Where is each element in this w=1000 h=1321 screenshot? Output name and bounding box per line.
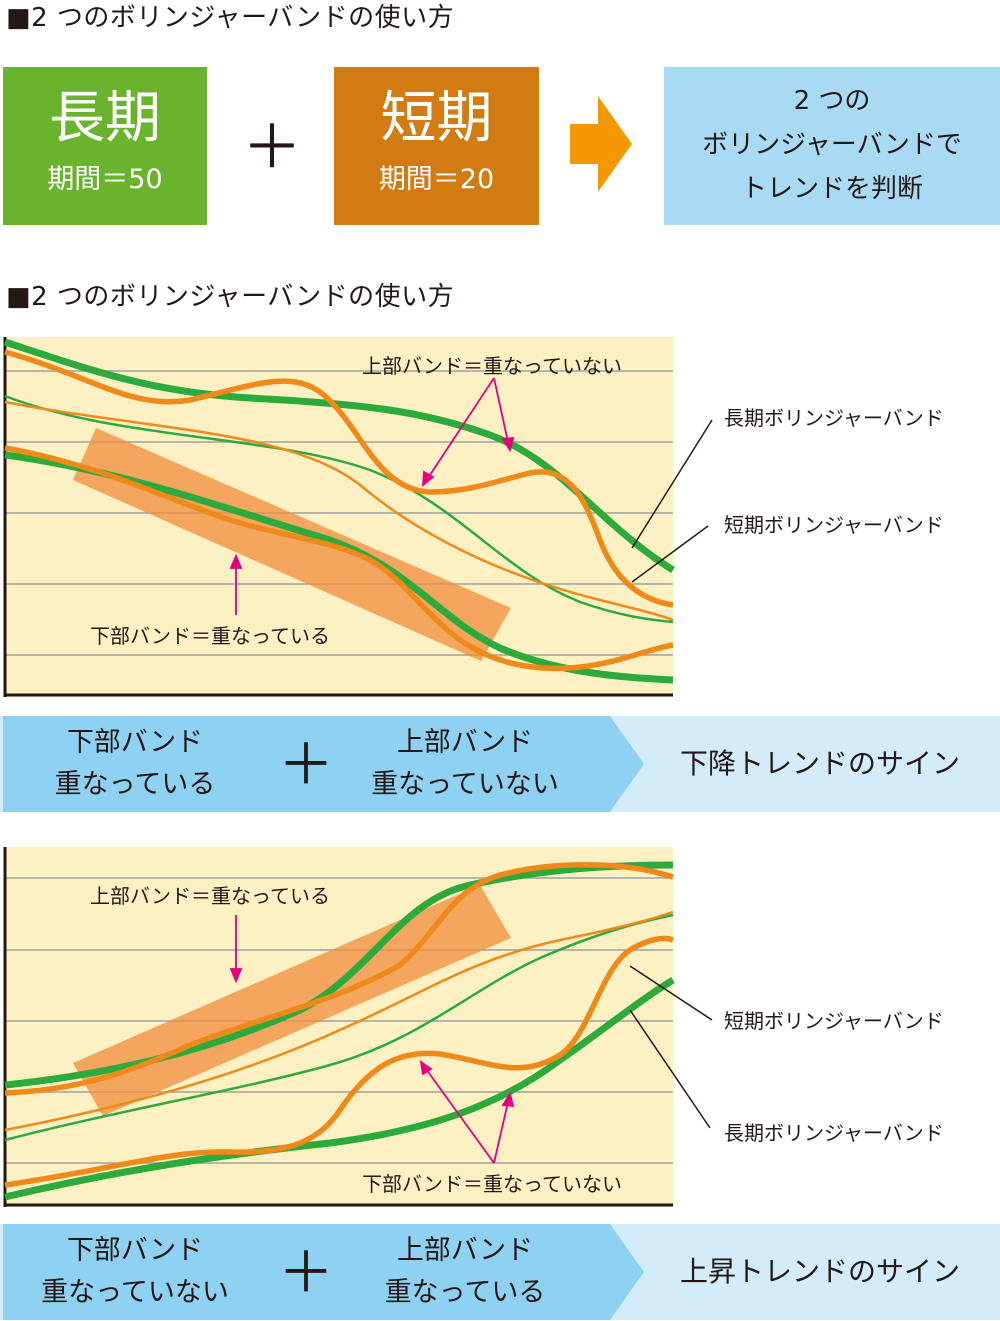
plus-sign: ＋ [242,113,302,183]
second-heading: ■2 つのボリンジャーバンドの使い方 [6,282,455,312]
short-leader-line [629,965,713,1021]
long-middle-line [4,913,674,1142]
short-lower-band [4,445,674,672]
short-middle-line [4,400,674,622]
upper-band-title: 上部バンド [396,727,534,758]
uptrend-sign: 上昇トレンドのサイン [680,1255,961,1288]
long-term-box: 長期 期間＝50 [3,67,207,225]
short-term-period: 期間＝20 [378,164,495,195]
result-line-2: ボリンジャーバンドで [702,130,962,160]
upper-band-label: 上部バンド＝重なっている [90,884,330,908]
chart-background [5,847,673,1207]
short-middle-line [4,910,674,1132]
lower-band-condition: 下部バンド 重なっている [0,722,270,806]
right-arrow-icon [570,96,632,192]
upper-band-condition: 上部バンド 重なっている [330,1230,600,1314]
upper-band-title: 上部バンド [396,1235,534,1266]
summary-plus: ＋ [278,1241,334,1306]
upper-band-state: 重なっていない [371,769,559,800]
summary-plus: ＋ [278,733,334,798]
upper-band-condition: 上部バンド 重なっていない [330,722,600,806]
short-term-title: 短期 [380,86,493,151]
short-band-label: 短期ボリンジャーバンド [724,513,944,537]
short-lower-band [4,935,674,1188]
result-line-1: 2 つの [793,86,871,116]
upper-band-state: 重なっている [384,1277,546,1308]
downtrend-sign: 下降トレンドのサイン [680,747,961,780]
short-band-label: 短期ボリンジャーバンド [724,1009,944,1033]
chart-background [5,337,673,697]
result-box: 2 つの ボリンジャーバンドで トレンドを判断 [664,67,1000,225]
overlap-highlight [73,428,511,661]
lower-pointer-arrows [419,1060,515,1164]
short-upper-band [4,862,674,1096]
lower-pointer-arrow [229,553,243,615]
long-band-label: 長期ボリンジャーバンド [724,406,944,430]
short-term-box: 短期 期間＝20 [334,67,539,225]
lower-band-label: 下部バンド＝重なっている [90,624,330,648]
uptrend-diagram: 上部バンド＝重なっている 下部バンド＝重なっていない 短期ボリンジャーバンド 長… [3,847,944,1207]
long-leader-line [629,1009,711,1129]
upper-pointer-arrow [229,915,243,984]
uptrend-summary: 下部バンド 重なっていない ＋ 上部バンド 重なっている 上昇トレンドのサイン [0,1224,1000,1320]
overlap-highlight [73,885,511,1116]
short-upper-band [4,349,674,608]
lower-band-title: 下部バンド [66,727,204,758]
long-upper-band [4,861,674,1089]
long-term-period: 期間＝50 [47,164,163,195]
lower-band-state: 重なっていない [41,1277,229,1308]
lower-band-label: 下部バンド＝重なっていない [362,1172,622,1196]
upper-band-label: 上部バンド＝重なっていない [362,354,622,378]
long-lower-band [4,451,674,684]
long-term-title: 長期 [49,86,161,151]
long-leader-line [631,419,713,549]
long-lower-band [4,977,675,1201]
upper-pointer-arrows [421,377,515,487]
top-heading: ■2 つのボリンジャーバンドの使い方 [6,3,455,33]
short-leader-line [631,525,709,583]
lower-band-state: 重なっている [54,769,216,800]
long-middle-line [4,394,674,624]
lower-band-condition: 下部バンド 重なっていない [0,1230,270,1314]
downtrend-summary: 下部バンド 重なっている ＋ 上部バンド 重なっていない 下降トレンドのサイン [0,716,1000,812]
result-line-3: トレンドを判断 [740,174,923,204]
downtrend-diagram: 上部バンド＝重なっていない 下部バンド＝重なっている 長期ボリンジャーバンド 短… [3,337,944,697]
long-band-label: 長期ボリンジャーバンド [724,1121,944,1145]
lower-band-title: 下部バンド [66,1235,204,1266]
